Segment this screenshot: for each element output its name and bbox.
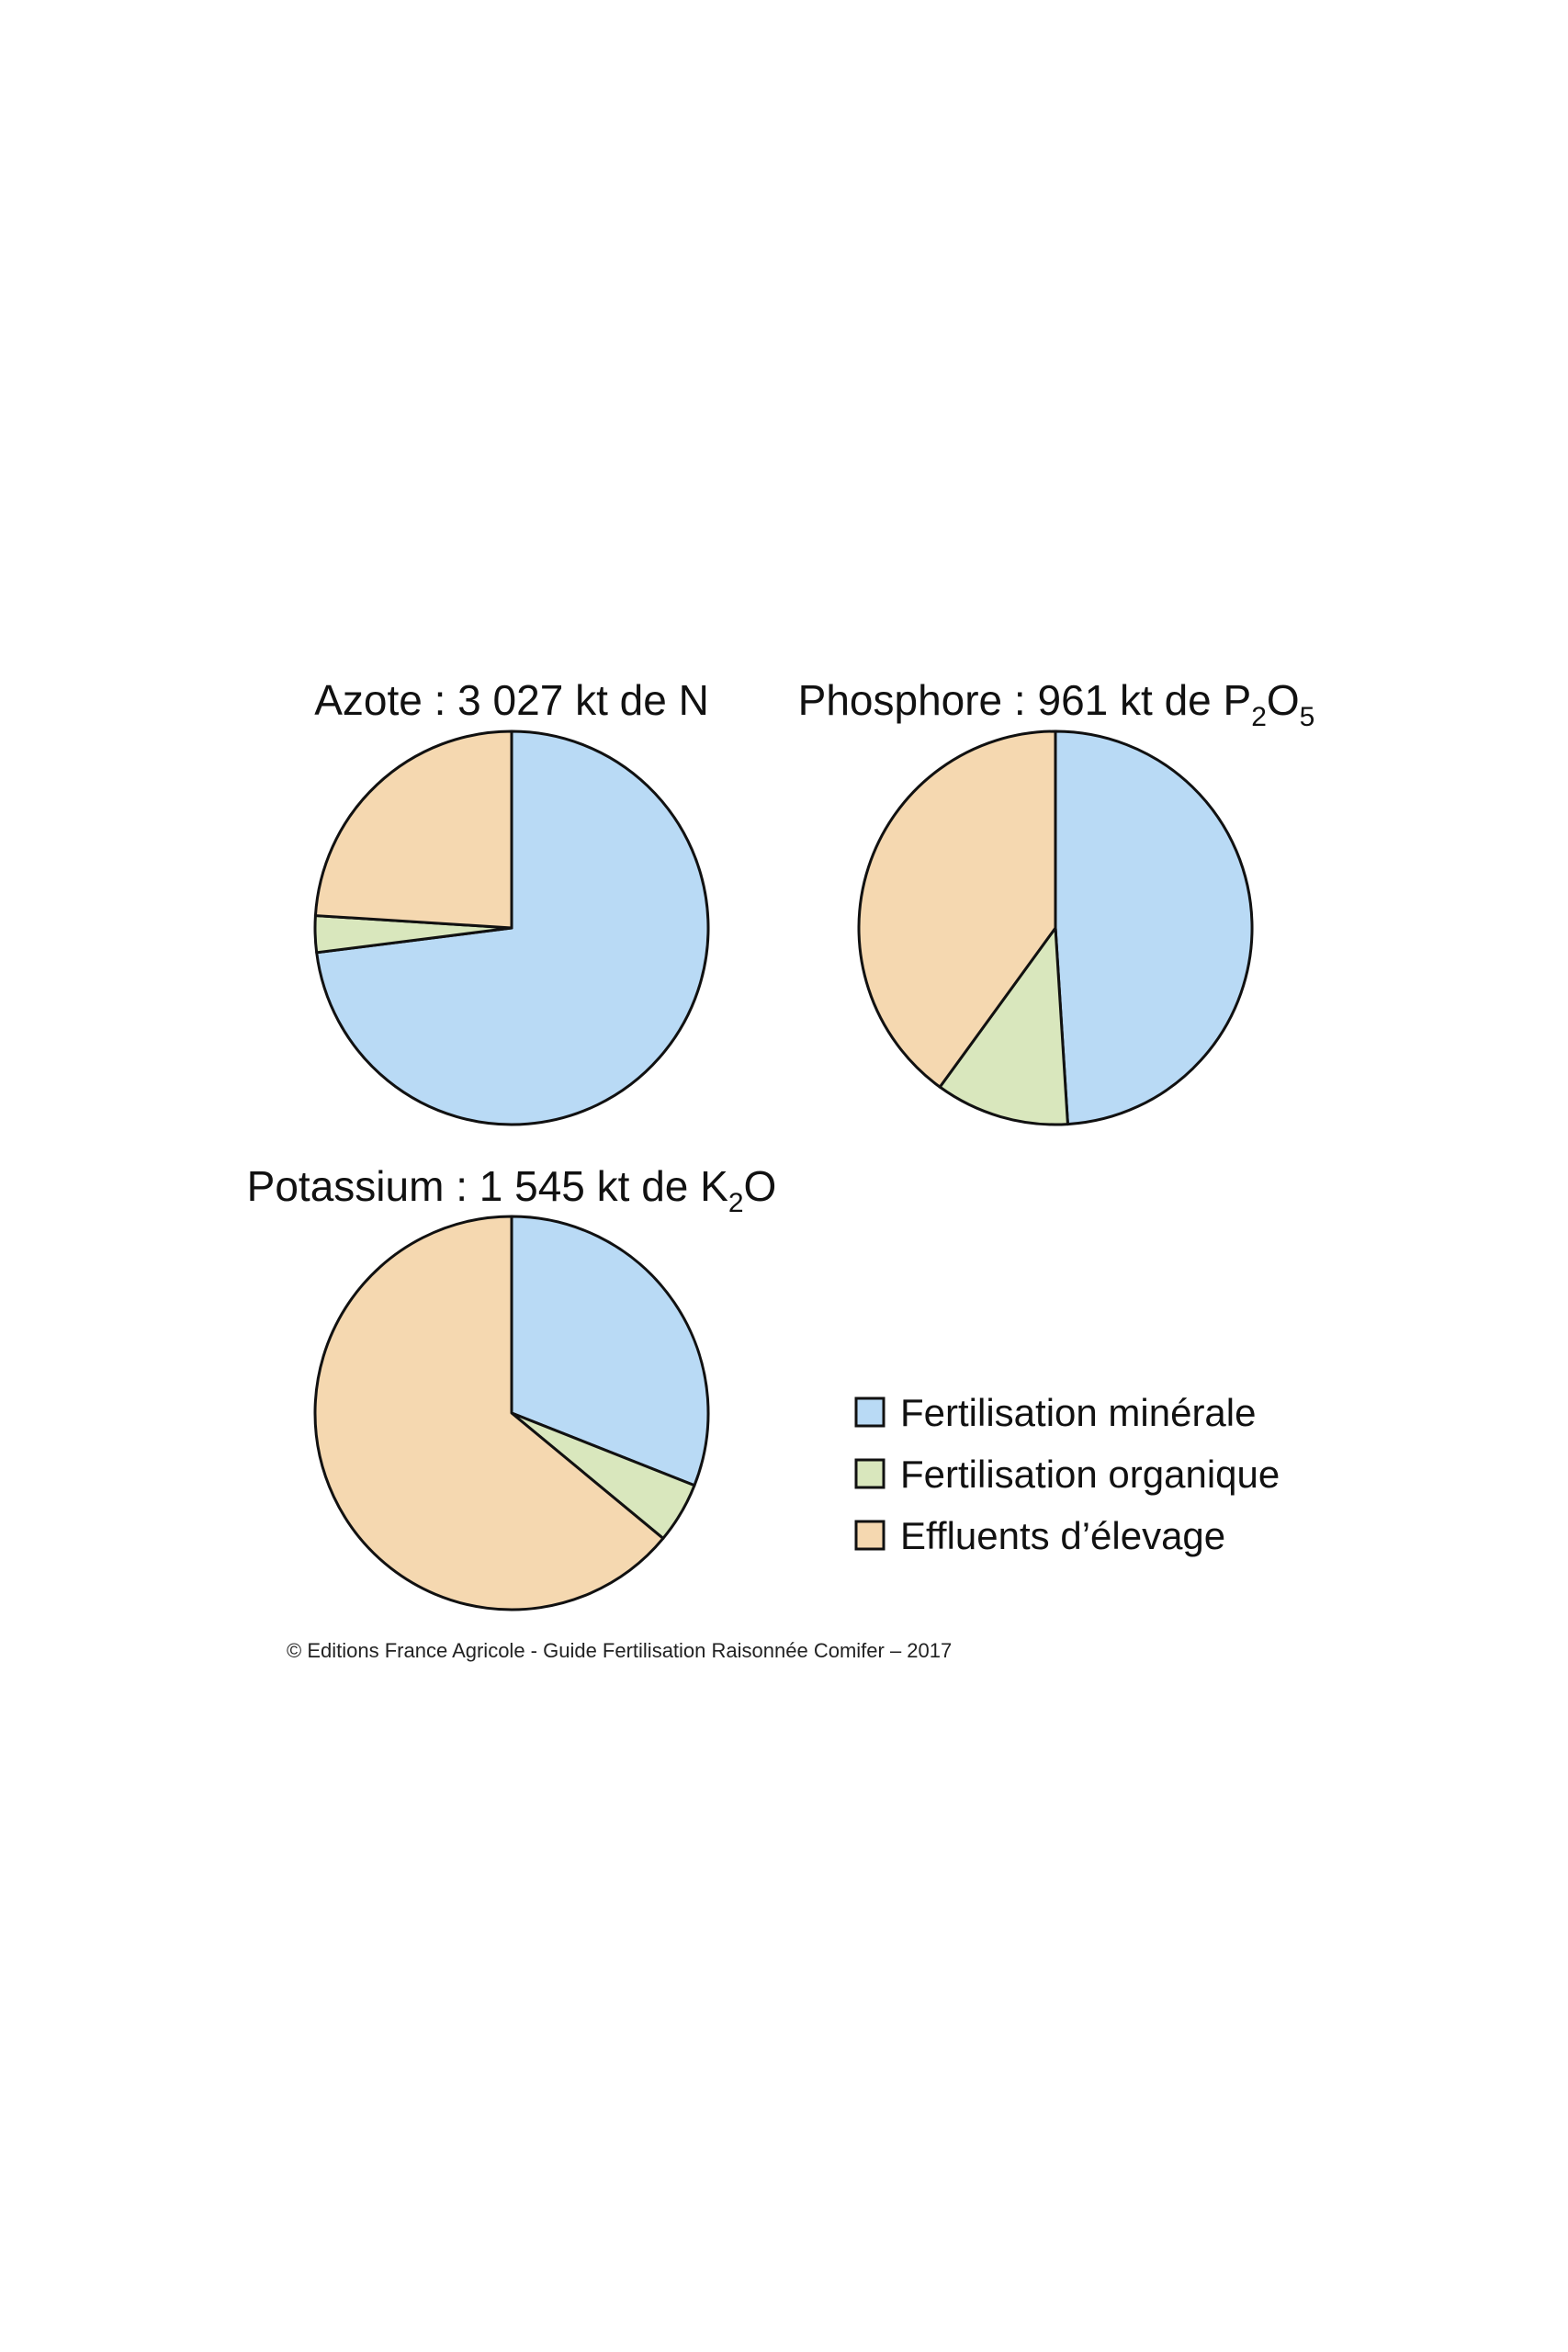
legend-swatch-mineral — [854, 1396, 886, 1428]
slice-effluents — [313, 1215, 665, 1611]
pie-chart-potassium: Potassium : 1 545 kt de K2O — [247, 1162, 777, 1611]
legend-label-organic: Fertilisation organique — [900, 1453, 1280, 1496]
chart-title-potassium: Potassium : 1 545 kt de K2O — [247, 1162, 777, 1218]
legend-label-mineral: Fertilisation minérale — [900, 1391, 1256, 1434]
chart-title-azote: Azote : 3 027 kt de N — [314, 676, 709, 724]
chart-title-phosphore: Phosphore : 961 kt de P2O5 — [798, 676, 1315, 732]
legend-swatch-organic — [854, 1458, 886, 1489]
slice-organic — [938, 926, 1069, 1126]
slice-effluents — [857, 729, 1057, 1089]
legend: Fertilisation minérale Fertilisation org… — [854, 1391, 1280, 1557]
slice-effluents — [313, 729, 513, 930]
slice-mineral — [1054, 729, 1254, 1126]
legend-swatch-effluents — [854, 1520, 886, 1551]
source-note: © Editions France Agricole - Guide Ferti… — [287, 1639, 952, 1662]
pie-chart-phosphore: Phosphore : 961 kt de P2O5 — [798, 676, 1315, 1126]
legend-label-effluents: Effluents d’élevage — [900, 1514, 1225, 1557]
pie-chart-azote: Azote : 3 027 kt de N — [313, 676, 710, 1126]
slice-mineral — [510, 1215, 710, 1487]
